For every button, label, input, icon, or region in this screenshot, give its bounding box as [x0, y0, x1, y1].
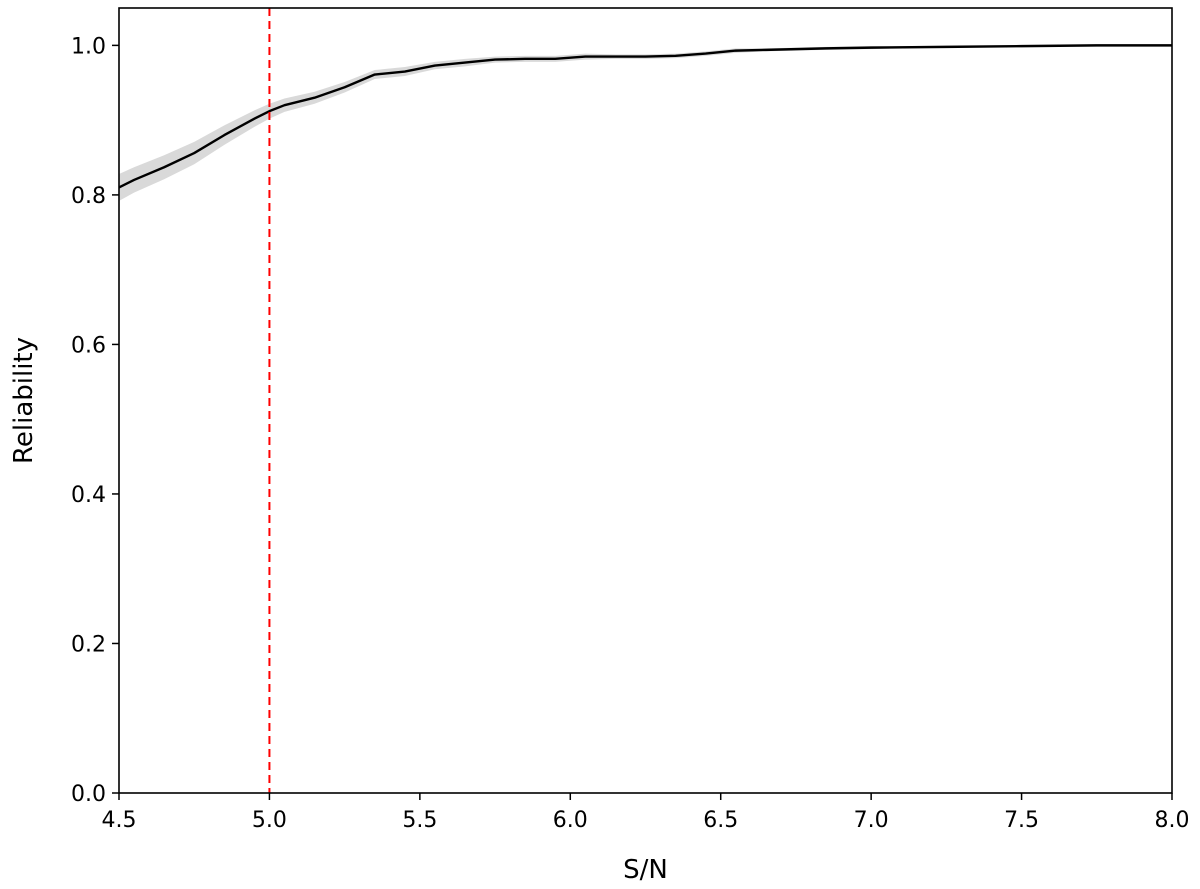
x-axis-ticks: 4.5 5.0 5.5 6.0 6.5 7.0 7.5 8.0: [102, 793, 1190, 833]
y-tick-label: 1.0: [71, 34, 106, 59]
y-tick-label: 0.0: [71, 782, 106, 807]
y-tick-label: 0.2: [71, 632, 106, 657]
x-tick-label: 7.0: [854, 808, 889, 833]
uncertainty-band: [119, 44, 1172, 201]
x-tick-label: 6.5: [703, 808, 738, 833]
x-tick-label: 4.5: [102, 808, 137, 833]
y-tick-label: 0.8: [71, 184, 106, 209]
x-tick-label: 8.0: [1155, 808, 1190, 833]
reliability-line: [118, 44, 1172, 189]
plot-frame: [118, 7, 1173, 794]
y-axis-label: Reliability: [9, 337, 39, 464]
y-axis-ticks: 0.0 0.2 0.4 0.6 0.8 1.0: [71, 34, 119, 807]
y-tick-label: 0.4: [71, 483, 106, 508]
x-tick-label: 5.5: [402, 808, 437, 833]
x-tick-label: 6.0: [553, 808, 588, 833]
x-tick-label: 7.5: [1004, 808, 1039, 833]
series-line-layer: [118, 44, 1172, 189]
uncertainty-band-layer: [119, 44, 1172, 201]
x-tick-label: 5.0: [252, 808, 287, 833]
x-axis-label: S/N: [623, 855, 668, 885]
y-tick-label: 0.6: [71, 333, 106, 358]
